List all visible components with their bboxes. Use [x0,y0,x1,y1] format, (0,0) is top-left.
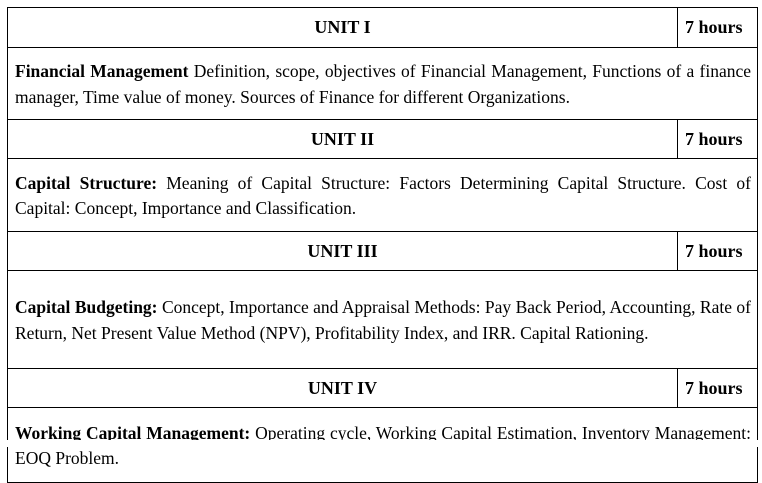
unit-topic: Working Capital Management: [15,422,251,443]
syllabus-table: UNIT I 7 hours Financial Management Defi… [7,7,758,483]
page-crop-edge [0,440,762,447]
unit-header-row: UNIT III 7 hours [7,231,758,271]
unit-topic: Capital Structure: [15,172,158,193]
unit-topic: Capital Budgeting: [15,297,158,317]
unit-header-row: UNIT II 7 hours [7,119,758,159]
unit-content: Definition, scope, objectives of Financi… [15,61,751,107]
unit-description-row: Capital Structure: Meaning of Capital St… [7,158,758,232]
unit-description: Capital Structure: Meaning of Capital St… [7,158,758,232]
unit-hours: 7 hours [677,7,758,48]
unit-hours: 7 hours [677,231,758,271]
unit-title: UNIT I [7,7,678,48]
unit-header-row: UNIT IV 7 hours [7,368,758,408]
unit-description-row: Financial Management Definition, scope, … [7,47,758,120]
unit-header-row: UNIT I 7 hours [7,7,758,48]
unit-content: Meaning of Capital Structure: Factors De… [15,172,751,219]
unit-title: UNIT II [7,119,678,159]
unit-title: UNIT III [7,231,678,271]
unit-hours: 7 hours [677,368,758,408]
unit-description-row: Capital Budgeting: Concept, Importance a… [7,270,758,369]
unit-description: Financial Management Definition, scope, … [7,47,758,120]
unit-topic: Financial Management [15,61,189,81]
unit-content: Concept, Importance and Appraisal Method… [15,297,751,343]
unit-description: Capital Budgeting: Concept, Importance a… [7,270,758,369]
unit-hours: 7 hours [677,119,758,159]
unit-title: UNIT IV [7,368,678,408]
